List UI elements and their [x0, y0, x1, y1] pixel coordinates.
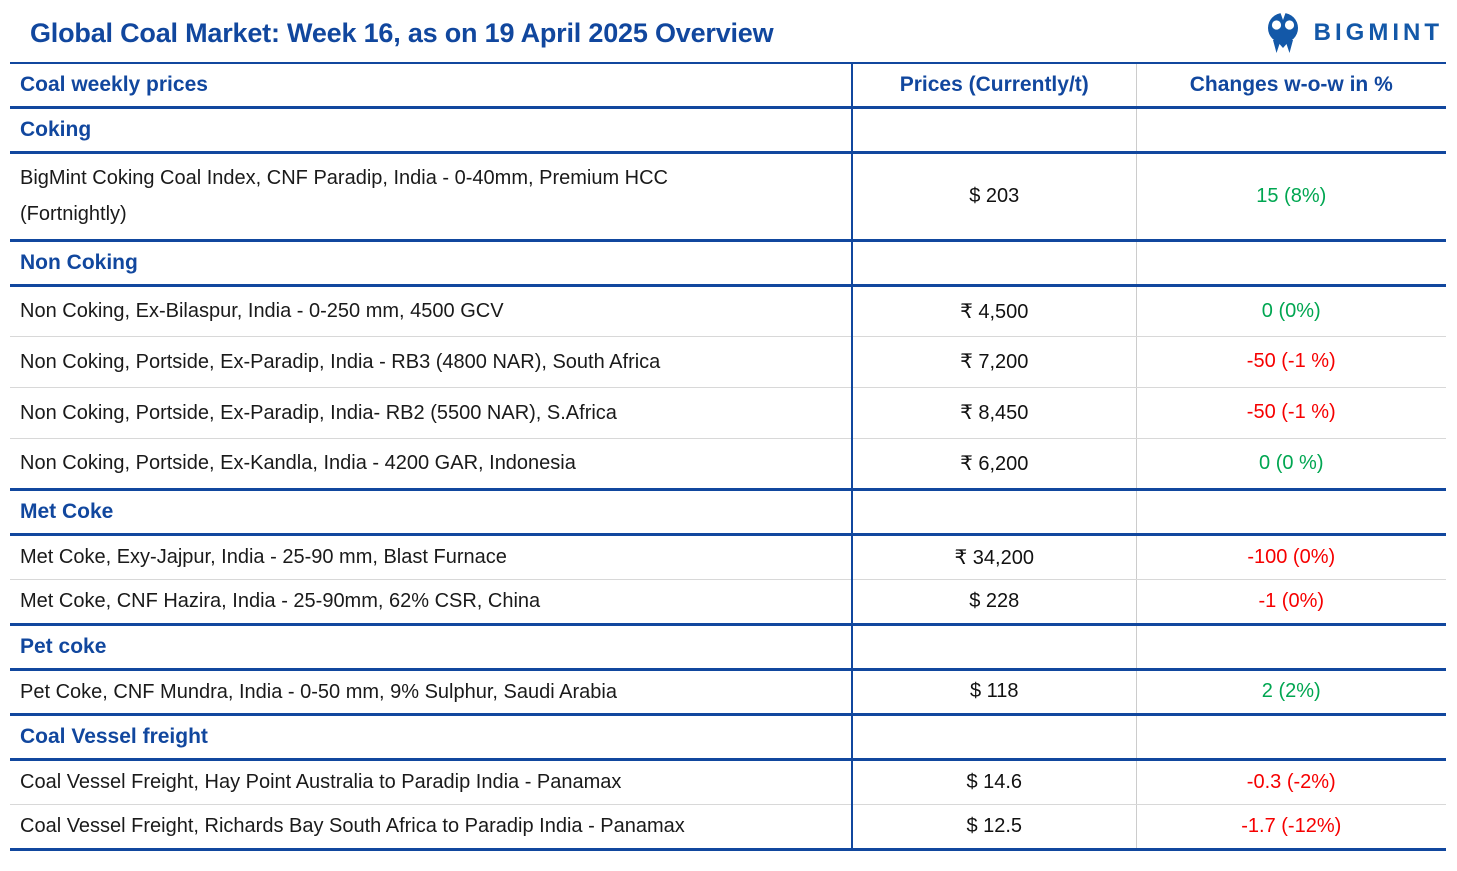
empty-cell	[1136, 622, 1446, 671]
commodity-description: Non Coking, Portside, Ex-Kandla, India -…	[10, 438, 853, 490]
commodity-description: Non Coking, Portside, Ex-Paradip, India-…	[10, 387, 853, 439]
commodity-description: BigMint Coking Coal Index, CNF Paradip, …	[10, 152, 853, 241]
section-row-coking: Coking	[10, 105, 1446, 154]
commodity-description: Met Coke, Exy-Jajpur, India - 25-90 mm, …	[10, 534, 853, 580]
coal-prices-table: Coal weekly prices Prices (Currently/t) …	[10, 62, 1446, 851]
price-value: $ 228	[852, 579, 1137, 625]
brand-name: BIGMINT	[1313, 19, 1443, 46]
change-value: 15 (8%)	[1136, 152, 1446, 241]
change-value: -1 (0%)	[1136, 579, 1446, 625]
section-row-pet-coke: Pet coke	[10, 622, 1446, 671]
empty-cell	[1136, 487, 1446, 536]
section-row-coal-vessel-freight: Coal Vessel freight	[10, 712, 1446, 761]
commodity-description: Coal Vessel Freight, Richards Bay South …	[10, 804, 853, 850]
empty-cell	[852, 238, 1137, 287]
empty-cell	[852, 105, 1137, 154]
change-value: -100 (0%)	[1136, 534, 1446, 580]
table-row: Pet Coke, CNF Mundra, India - 0-50 mm, 9…	[10, 669, 1446, 715]
section-title: Non Coking	[10, 238, 853, 287]
commodity-description: Coal Vessel Freight, Hay Point Australia…	[10, 759, 853, 805]
table-row: Non Coking, Ex-Bilaspur, India - 0-250 m…	[10, 285, 1446, 337]
empty-cell	[852, 622, 1137, 671]
change-value: 0 (0%)	[1136, 285, 1446, 337]
table-row: BigMint Coking Coal Index, CNF Paradip, …	[10, 152, 1446, 241]
table-row: Coal Vessel Freight, Richards Bay South …	[10, 804, 1446, 850]
section-title: Met Coke	[10, 487, 853, 536]
empty-cell	[1136, 238, 1446, 287]
section-row-met-coke: Met Coke	[10, 487, 1446, 536]
brand-logo: BIGMINT	[1261, 11, 1443, 55]
commodity-description: Met Coke, CNF Hazira, India - 25-90mm, 6…	[10, 579, 853, 625]
change-value: 0 (0 %)	[1136, 438, 1446, 490]
price-value: $ 14.6	[852, 759, 1137, 805]
section-title: Coal Vessel freight	[10, 712, 853, 761]
change-value: -0.3 (-2%)	[1136, 759, 1446, 805]
table-row: Met Coke, Exy-Jajpur, India - 25-90 mm, …	[10, 534, 1446, 580]
empty-cell	[1136, 712, 1446, 761]
top-bar: Global Coal Market: Week 16, as on 19 Ap…	[0, 0, 1457, 62]
table-row: Met Coke, CNF Hazira, India - 25-90mm, 6…	[10, 579, 1446, 625]
price-value: ₹ 7,200	[852, 336, 1137, 388]
column-header-prices: Prices (Currently/t)	[852, 63, 1137, 108]
section-row-non-coking: Non Coking	[10, 238, 1446, 287]
column-header-coal-weekly-prices: Coal weekly prices	[10, 63, 853, 108]
section-title: Coking	[10, 105, 853, 154]
empty-cell	[852, 712, 1137, 761]
price-value: $ 203	[852, 152, 1137, 241]
commodity-description: Non Coking, Portside, Ex-Paradip, India …	[10, 336, 853, 388]
price-value: $ 12.5	[852, 804, 1137, 850]
commodity-description: Non Coking, Ex-Bilaspur, India - 0-250 m…	[10, 285, 853, 337]
column-header-changes: Changes w-o-w in %	[1136, 63, 1446, 108]
page-title: Global Coal Market: Week 16, as on 19 Ap…	[30, 17, 774, 48]
empty-cell	[852, 487, 1137, 536]
section-title: Pet coke	[10, 622, 853, 671]
price-value: ₹ 34,200	[852, 534, 1137, 580]
change-value: -50 (-1 %)	[1136, 387, 1446, 439]
price-value: $ 118	[852, 669, 1137, 715]
table-row: Non Coking, Portside, Ex-Kandla, India -…	[10, 438, 1446, 490]
table-row: Non Coking, Portside, Ex-Paradip, India …	[10, 336, 1446, 388]
change-value: -50 (-1 %)	[1136, 336, 1446, 388]
table-row: Non Coking, Portside, Ex-Paradip, India-…	[10, 387, 1446, 439]
change-value: -1.7 (-12%)	[1136, 804, 1446, 850]
change-value: 2 (2%)	[1136, 669, 1446, 715]
commodity-description: Pet Coke, CNF Mundra, India - 0-50 mm, 9…	[10, 669, 853, 715]
table-header-row: Coal weekly prices Prices (Currently/t) …	[10, 63, 1446, 108]
price-value: ₹ 8,450	[852, 387, 1137, 439]
bigmint-icon	[1261, 11, 1305, 55]
price-value: ₹ 6,200	[852, 438, 1137, 490]
table-row: Coal Vessel Freight, Hay Point Australia…	[10, 759, 1446, 805]
price-value: ₹ 4,500	[852, 285, 1137, 337]
empty-cell	[1136, 105, 1446, 154]
